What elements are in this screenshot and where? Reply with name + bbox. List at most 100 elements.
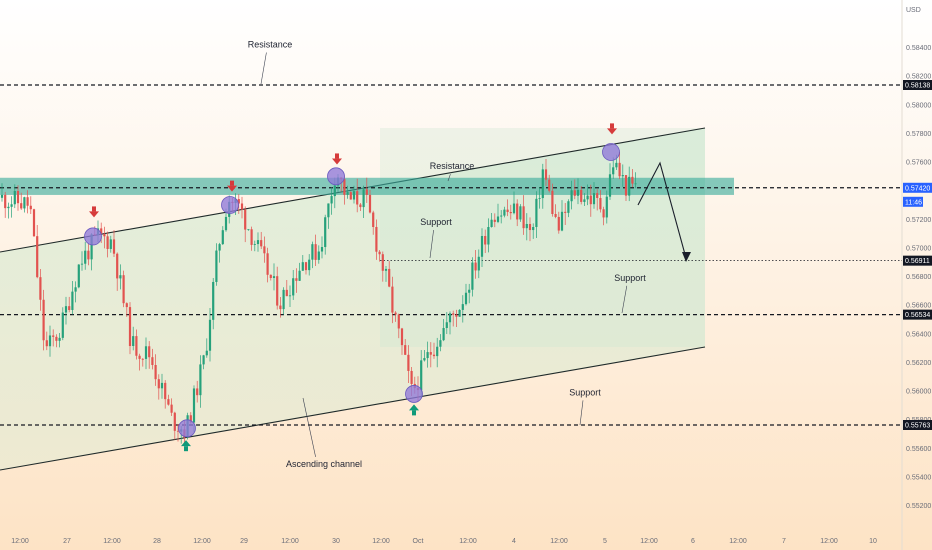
candle-70 <box>224 216 228 231</box>
candle-33 <box>106 236 109 249</box>
x-tick-9: Oct <box>413 538 424 545</box>
candle-198 <box>634 183 637 185</box>
x-tick-18: 12:00 <box>820 538 838 545</box>
candle-145 <box>464 292 468 305</box>
candle-186 <box>596 193 599 198</box>
candle-120 <box>384 268 388 271</box>
candle-150 <box>480 235 484 257</box>
candle-118 <box>378 251 381 255</box>
candle-25 <box>80 263 84 265</box>
x-tick-10: 12:00 <box>459 538 477 545</box>
x-tick-0: 12:00 <box>11 538 29 545</box>
candle-11 <box>36 236 39 278</box>
countdown-tag: 11:46 <box>903 196 923 207</box>
annotation-pointer-0 <box>260 52 267 85</box>
candle-21 <box>68 306 71 310</box>
candle-83 <box>266 253 269 275</box>
candle-104 <box>333 185 336 197</box>
candle-55 <box>176 430 180 432</box>
candle-109 <box>349 192 352 200</box>
candle-143 <box>458 309 461 317</box>
candle-86 <box>276 276 279 306</box>
x-tick-4: 12:00 <box>193 538 211 545</box>
annotation-label-4: Support <box>569 387 601 397</box>
up-arrow-marker-4 <box>181 440 191 452</box>
candle-69 <box>221 230 224 245</box>
candle-157 <box>503 209 506 216</box>
candle-113 <box>362 189 365 208</box>
candle-128 <box>410 370 413 384</box>
candle-36 <box>116 253 119 279</box>
candle-119 <box>381 254 384 271</box>
price-tag-0: 0.58138 <box>903 80 932 90</box>
candle-153 <box>490 219 493 228</box>
candle-98 <box>314 244 317 260</box>
candle-7 <box>23 197 26 209</box>
candle-168 <box>538 198 541 199</box>
y-tick-5: 0.57200 <box>906 217 931 224</box>
candle-78 <box>250 229 253 245</box>
y-tick-13: 0.55600 <box>906 446 931 453</box>
candle-171 <box>548 179 551 191</box>
candle-172 <box>551 190 554 215</box>
touch-circle-0 <box>84 227 102 246</box>
x-tick-11: 4 <box>512 538 516 545</box>
candle-90 <box>288 295 292 297</box>
candle-50 <box>160 382 164 389</box>
candle-96 <box>308 259 311 271</box>
price-tag-label-3: 0.56534 <box>905 312 930 319</box>
candle-37 <box>119 275 122 279</box>
candle-196 <box>628 176 631 196</box>
candle-135 <box>432 354 436 357</box>
candle-123 <box>394 312 397 315</box>
candle-166 <box>532 227 535 231</box>
candle-138 <box>442 328 445 341</box>
candle-85 <box>272 276 276 278</box>
touch-circle-5 <box>602 143 620 161</box>
candle-53 <box>170 404 173 413</box>
candle-136 <box>436 346 439 357</box>
channel-fill <box>0 128 705 470</box>
candle-185 <box>592 193 596 205</box>
candle-174 <box>557 216 560 231</box>
x-tick-19: 10 <box>869 538 877 545</box>
candle-1 <box>4 194 7 209</box>
candle-189 <box>605 196 608 218</box>
annotation-pointer-5 <box>302 397 316 458</box>
candle-23 <box>74 287 77 292</box>
candle-180 <box>576 189 580 196</box>
candle-148 <box>474 262 477 271</box>
candle-47 <box>151 357 154 365</box>
candle-5 <box>16 190 20 204</box>
candle-124 <box>397 314 400 329</box>
candle-195 <box>624 175 628 196</box>
touch-points <box>84 143 620 438</box>
x-tick-13: 5 <box>603 538 607 545</box>
candle-24 <box>77 264 80 288</box>
touch-circle-4 <box>405 385 423 403</box>
x-tick-14: 12:00 <box>640 538 658 545</box>
x-tick-5: 29 <box>240 538 248 545</box>
candle-46 <box>148 346 151 358</box>
y-tick-14: 0.55400 <box>906 474 931 481</box>
candle-191 <box>612 167 615 175</box>
candle-121 <box>388 268 391 287</box>
y-tick-9: 0.56400 <box>906 331 931 338</box>
x-tick-8: 12:00 <box>372 538 390 545</box>
price-tag-label-1: 0.57420 <box>905 185 930 192</box>
candle-193 <box>618 162 621 177</box>
candle-67 <box>215 250 218 282</box>
candle-133 <box>426 352 429 359</box>
candle-81 <box>260 240 263 247</box>
candle-8 <box>26 197 29 206</box>
candle-100 <box>320 247 324 252</box>
candle-162 <box>519 206 522 220</box>
candle-6 <box>20 203 23 209</box>
candle-27 <box>87 250 90 260</box>
candle-108 <box>346 192 349 195</box>
candle-103 <box>330 196 333 204</box>
candle-61 <box>196 388 199 396</box>
price-tag-1: 0.57420 <box>903 182 932 193</box>
y-tick-6: 0.57000 <box>906 245 931 252</box>
